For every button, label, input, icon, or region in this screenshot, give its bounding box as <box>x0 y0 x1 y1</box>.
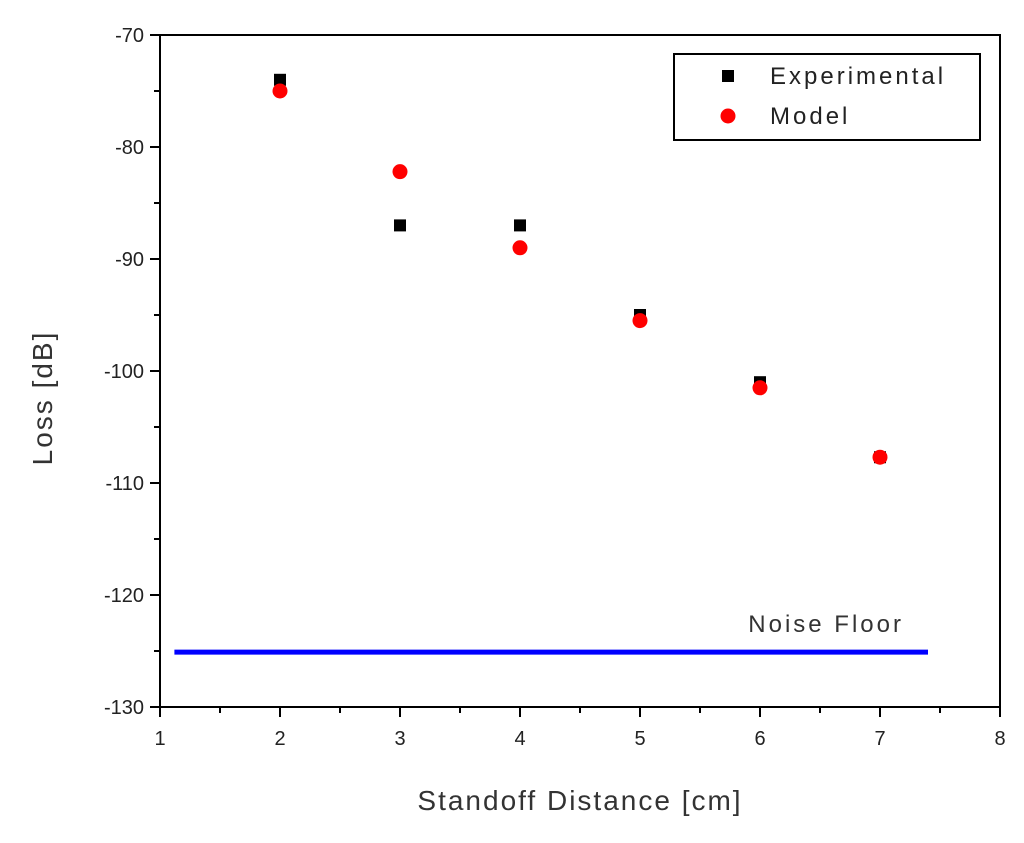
y-tick-label: -100 <box>104 361 144 383</box>
y-tick-label: -80 <box>115 137 144 159</box>
noise-floor-label: Noise Floor <box>748 611 904 638</box>
y-tick-label: -120 <box>104 585 144 607</box>
model-point <box>872 449 888 465</box>
y-tick-label: -70 <box>115 25 144 47</box>
x-tick-label: 1 <box>154 728 165 750</box>
x-tick-label: 5 <box>634 728 645 750</box>
y-tick-label: -110 <box>105 473 144 495</box>
legend-label: Experimental <box>770 63 946 90</box>
experimental-point <box>274 73 286 86</box>
y-axis-title: Loss [dB] <box>27 331 58 466</box>
x-tick-label: 2 <box>274 728 285 750</box>
model-point <box>512 240 528 256</box>
experimental-point <box>394 219 406 232</box>
legend-box <box>673 53 981 141</box>
y-tick-label: -90 <box>115 249 144 271</box>
x-tick-label: 6 <box>754 728 765 750</box>
x-tick-label: 4 <box>514 728 525 750</box>
legend-marker-model <box>720 108 736 124</box>
model-point <box>392 164 408 180</box>
legend-label: Model <box>770 103 850 130</box>
legend-marker-experimental <box>722 70 734 82</box>
model-point <box>752 380 768 396</box>
x-tick-label: 7 <box>874 728 885 750</box>
x-axis-title: Standoff Distance [cm] <box>417 785 742 816</box>
x-tick-label: 8 <box>994 728 1005 750</box>
y-tick-label: -130 <box>104 697 144 719</box>
model-point <box>272 83 288 99</box>
model-point <box>632 313 648 329</box>
experimental-point <box>514 219 526 232</box>
x-tick-label: 3 <box>394 728 405 750</box>
